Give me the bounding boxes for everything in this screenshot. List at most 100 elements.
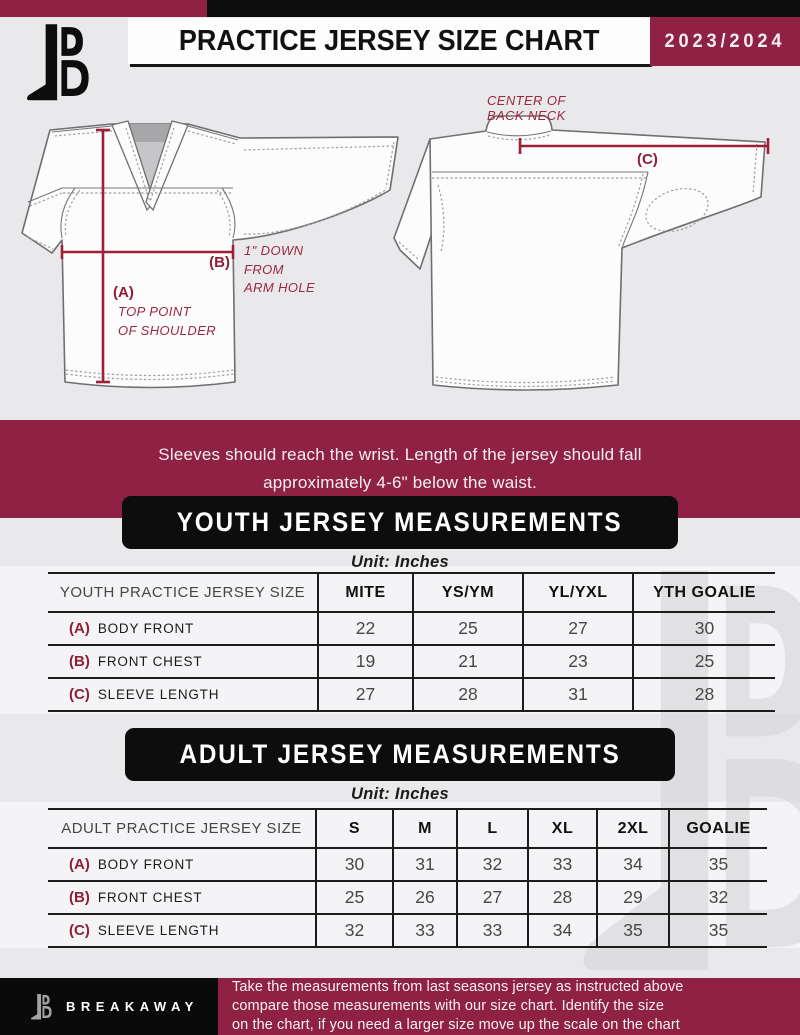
label-b-caption: ARM HOLE — [243, 280, 315, 295]
cuff-stitch — [752, 143, 758, 195]
measurement-value: 31 — [392, 848, 457, 881]
measure-name: FRONT CHEST — [97, 653, 203, 669]
measurement-value: 25 — [315, 881, 393, 914]
hem-stitch — [65, 373, 235, 381]
youth-section: YOUTH JERSEY MEASUREMENTS — [0, 496, 800, 549]
collar-seam — [486, 130, 552, 137]
sleeve-top-stitch — [243, 145, 395, 151]
measurement-line-c — [518, 138, 770, 154]
table-row: (B) FRONT CHEST 19 21 23 25 — [48, 645, 775, 678]
measurement-value: 27 — [456, 881, 528, 914]
measure-key: (C) — [69, 685, 90, 703]
cuff-stitch — [385, 141, 395, 189]
fit-notice-line: approximately 4-6" below the waist. — [263, 473, 537, 492]
armhole-seam — [60, 187, 76, 239]
row-label: (C) SLEEVE LENGTH — [48, 678, 318, 711]
cuff-stitch — [26, 236, 54, 250]
measurement-value: 33 — [456, 914, 528, 947]
measurement-value: 25 — [632, 645, 775, 678]
collar-stitch — [487, 134, 551, 141]
hem-stitch — [435, 380, 616, 388]
measurement-value: 26 — [392, 881, 457, 914]
jersey-measurement-diagram: (B) 1" DOWN FROM ARM HOLE (A) TOP POINT … — [21, 93, 770, 391]
measure-key: (C) — [69, 921, 90, 939]
measurement-value: 27 — [522, 612, 633, 645]
label-b-caption: 1" DOWN — [244, 243, 304, 258]
page-title: PRACTICE JERSEY SIZE CHART — [178, 24, 600, 57]
table-header-row: ADULT PRACTICE JERSEY SIZE S M L XL 2XL … — [48, 809, 767, 848]
youth-measurements-table: YOUTH PRACTICE JERSEY SIZE MITE YS/YM YL… — [48, 572, 775, 712]
season-label: 2023/2024 — [664, 30, 786, 52]
measure-key: (A) — [69, 855, 90, 873]
measurement-value: 34 — [596, 848, 669, 881]
measurement-line-b — [60, 245, 235, 259]
column-header: YS/YM — [412, 573, 523, 612]
footer-instruction-line: compare those measurements with our size… — [232, 998, 665, 1014]
measurement-value: 28 — [527, 881, 597, 914]
table-row: (C) SLEEVE LENGTH 27 28 31 28 — [48, 678, 775, 711]
back-jersey-illustration: (C) CENTER OF BACK NECK — [393, 93, 770, 391]
label-c-caption: BACK NECK — [487, 108, 567, 123]
fit-notice-line: Sleeves should reach the wrist. Length o… — [158, 445, 642, 464]
measurement-value: 25 — [412, 612, 523, 645]
measure-name: BODY FRONT — [97, 620, 195, 636]
row-label: (B) FRONT CHEST — [48, 645, 318, 678]
column-header: S — [315, 809, 393, 848]
measurement-value: 27 — [317, 678, 413, 711]
measurement-value: 33 — [392, 914, 457, 947]
measurement-value: 23 — [522, 645, 633, 678]
armhole-stitch — [216, 189, 231, 238]
size-header: ADULT PRACTICE JERSEY SIZE — [61, 820, 302, 837]
table-header-row: YOUTH PRACTICE JERSEY SIZE MITE YS/YM YL… — [48, 573, 775, 612]
shoulder-seam — [187, 125, 239, 141]
label-a-caption: TOP POINT — [118, 304, 192, 319]
table-row: (A) BODY FRONT 22 25 27 30 — [48, 612, 775, 645]
column-header: GOALIE — [668, 809, 767, 848]
measurement-value: 32 — [456, 848, 528, 881]
table-row: (C) SLEEVE LENGTH 32 33 33 34 35 35 — [48, 914, 767, 947]
measure-name: SLEEVE LENGTH — [97, 686, 220, 702]
size-header: YOUTH PRACTICE JERSEY SIZE — [59, 584, 306, 601]
shoulder-seam — [51, 125, 113, 133]
measurement-value: 32 — [668, 881, 767, 914]
measure-key: (B) — [69, 888, 90, 906]
hem-stitch — [435, 376, 616, 384]
armhole-stitch — [437, 184, 445, 253]
measure-key: (A) — [69, 619, 90, 637]
measurement-value: 35 — [668, 848, 767, 881]
sleeve-yoke-stitch — [29, 192, 63, 207]
top-strip-black — [207, 0, 800, 17]
label-c: (C) — [637, 151, 658, 168]
sleeve-yoke-seam — [27, 187, 63, 203]
row-label: (A) BODY FRONT — [48, 848, 316, 881]
measurement-value: 34 — [527, 914, 597, 947]
measurement-value: 28 — [632, 678, 775, 711]
season-badge: 2023/2024 — [650, 17, 800, 66]
column-header: YL/YXL — [522, 573, 633, 612]
table-row: (A) BODY FRONT 30 31 32 33 34 35 — [48, 848, 767, 881]
column-header: 2XL — [596, 809, 669, 848]
footer-brand-icon — [30, 990, 54, 1024]
adult-section-banner: ADULT JERSEY MEASUREMENTS — [124, 728, 676, 781]
adult-measurements-table: ADULT PRACTICE JERSEY SIZE S M L XL 2XL … — [48, 808, 767, 948]
column-header: MITE — [317, 573, 413, 612]
footer-brand-block: BREAKAWAY — [0, 978, 218, 1035]
elbow-stitch — [645, 187, 709, 233]
youth-section-banner: YOUTH JERSEY MEASUREMENTS — [122, 496, 678, 549]
measurement-value: 19 — [317, 645, 413, 678]
column-header: YTH GOALIE — [632, 573, 775, 612]
collar-stitch — [125, 127, 151, 203]
measure-name: SLEEVE LENGTH — [97, 922, 220, 938]
front-jersey-illustration: (B) 1" DOWN FROM ARM HOLE (A) TOP POINT … — [21, 120, 399, 389]
column-header: XL — [527, 809, 597, 848]
measurement-value: 21 — [412, 645, 523, 678]
footer-instruction-line: on the chart, if you need a larger size … — [232, 1017, 680, 1033]
armhole-seam — [221, 187, 236, 239]
measurement-value: 35 — [668, 914, 767, 947]
adult-section-title: ADULT JERSEY MEASUREMENTS — [179, 739, 621, 769]
hem-stitch — [65, 369, 235, 377]
measurement-value: 28 — [412, 678, 523, 711]
measurement-value: 31 — [522, 678, 633, 711]
label-a: (A) — [113, 284, 134, 301]
